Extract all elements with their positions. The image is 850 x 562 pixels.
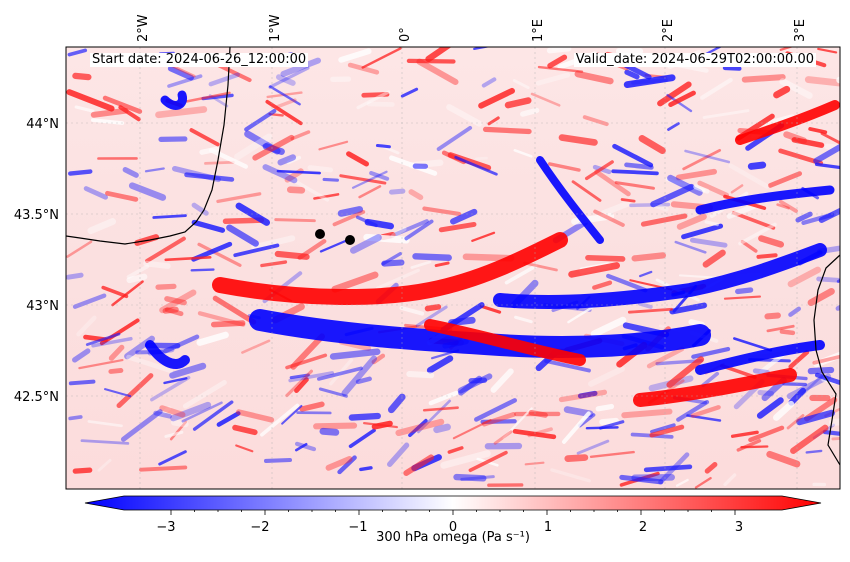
lon-label: 2°E [661,19,676,42]
colorbar-tick-label: −1 [348,520,367,535]
station-marker [315,229,325,239]
map-frame [65,46,841,490]
valid-date-annotation: Valid_date: 2024-06-29T02:00:00.00 [573,52,816,67]
colorbar-tick-labels: −3 −2 −1 0 1 2 3 [156,520,743,535]
longitude-labels: 2°W 1°W 0° 1°E 2°E 3°E [136,14,808,42]
station-marker [345,235,355,245]
coastline-bay-of-biscay [66,47,231,245]
colorbar-tick-label: 2 [639,520,647,535]
lat-label: 44°N [26,117,59,132]
colorbar-bar [84,495,822,511]
start-date-annotation: Start date: 2024-06-26_12:00:00 [90,52,309,67]
colorbar-tick-label: −2 [250,520,269,535]
lon-label: 2°W [136,14,151,42]
lon-label: 1°E [531,19,546,42]
omega-field [66,47,840,489]
lon-label: 0° [398,27,413,42]
coastline-mediterranean [813,254,840,466]
lat-label: 43°N [26,299,59,314]
colorbar-label: 300 hPa omega (Pa s⁻¹) [376,530,530,545]
colorbar-tick-label: 0 [449,520,457,535]
colorbar-tick-label: 3 [735,520,743,535]
lon-label: 1°W [268,14,283,42]
lat-label: 42.5°N [14,390,59,405]
lat-label: 43.5°N [14,208,59,223]
latitude-labels: 44°N 43.5°N 43°N 42.5°N [14,117,59,405]
colorbar-tick-label: −3 [156,520,175,535]
colorbar-tick-label: 1 [544,520,552,535]
lon-label: 3°E [793,19,808,42]
colorbar: −3 −2 −1 0 1 2 3 [84,495,822,535]
